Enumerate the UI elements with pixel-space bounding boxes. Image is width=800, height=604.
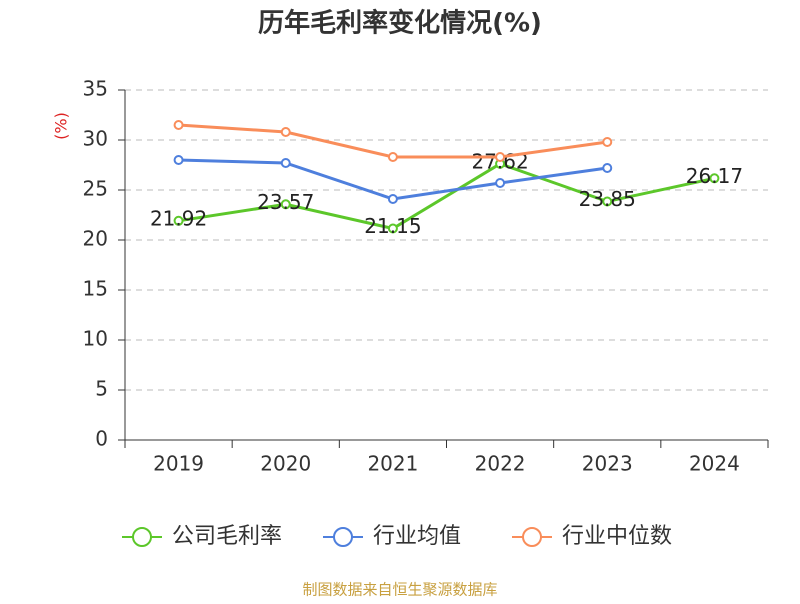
y-tick-label: 25 bbox=[83, 177, 108, 201]
data-point bbox=[387, 194, 398, 204]
chart-title: 历年毛利率变化情况(%) bbox=[258, 8, 542, 39]
data-point bbox=[280, 199, 291, 210]
data-label: 23.85 bbox=[579, 187, 636, 211]
data-point bbox=[173, 155, 184, 165]
data-point bbox=[709, 173, 720, 184]
y-tick-label: 10 bbox=[83, 327, 108, 351]
legend-marker bbox=[522, 527, 542, 547]
x-tick-label: 2021 bbox=[367, 452, 418, 476]
legend-marker bbox=[132, 527, 152, 547]
data-label: 21.15 bbox=[364, 214, 421, 238]
y-tick-label: 0 bbox=[95, 427, 108, 451]
source-note: 制图数据来自恒生聚源数据库 bbox=[302, 581, 497, 599]
data-point bbox=[602, 196, 613, 207]
data-point bbox=[602, 137, 613, 147]
x-tick-label: 2022 bbox=[475, 452, 526, 476]
legend-label: 公司毛利率 bbox=[172, 524, 282, 549]
x-tick-label: 2019 bbox=[153, 452, 204, 476]
data-point bbox=[280, 158, 291, 168]
y-tick-label: 15 bbox=[83, 277, 108, 301]
data-label: 26.17 bbox=[686, 164, 743, 188]
data-point bbox=[387, 223, 398, 234]
y-tick-label: 20 bbox=[83, 227, 108, 251]
data-label: 23.57 bbox=[257, 190, 314, 214]
y-tick-label: 35 bbox=[83, 77, 108, 101]
data-point bbox=[173, 120, 184, 130]
data-label: 21.92 bbox=[150, 206, 207, 230]
y-tick-label: 30 bbox=[83, 127, 108, 151]
y-axis-label: (%) bbox=[52, 112, 71, 140]
legend-marker bbox=[333, 527, 353, 547]
x-tick-label: 2020 bbox=[260, 452, 311, 476]
x-tick-label: 2024 bbox=[689, 452, 740, 476]
x-tick-label: 2023 bbox=[582, 452, 633, 476]
series-line bbox=[178, 162, 715, 231]
data-point bbox=[495, 178, 506, 188]
legend-label: 行业中位数 bbox=[562, 524, 672, 549]
data-point bbox=[387, 152, 398, 162]
data-point bbox=[173, 215, 184, 226]
data-point bbox=[280, 127, 291, 137]
data-point bbox=[602, 163, 613, 173]
data-point bbox=[495, 152, 506, 162]
y-tick-label: 5 bbox=[95, 377, 108, 401]
legend-label: 行业均值 bbox=[373, 524, 461, 549]
